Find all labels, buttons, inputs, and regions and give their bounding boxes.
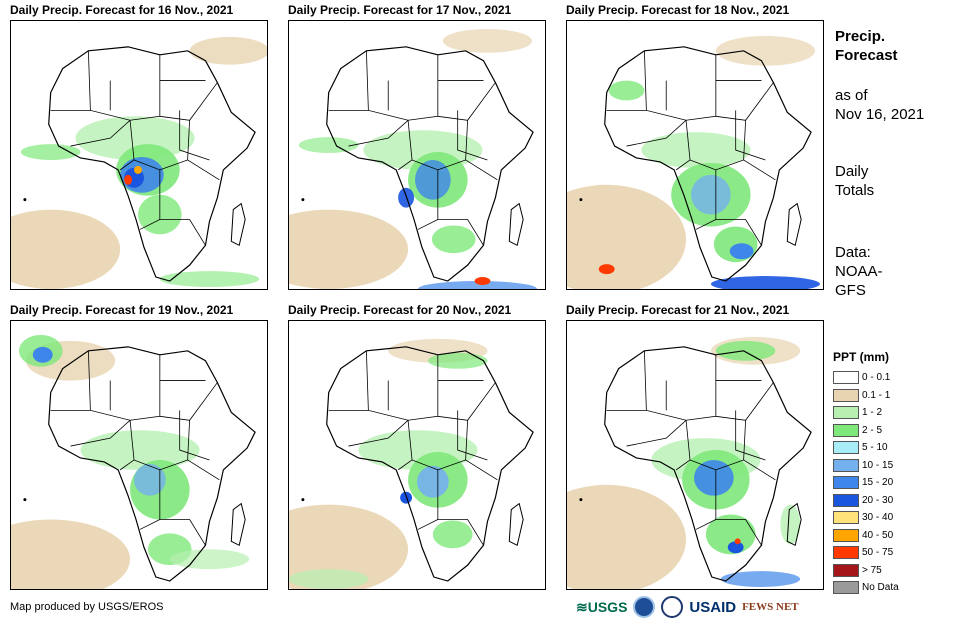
africa-precip-map <box>566 20 824 290</box>
legend-item: 15 - 20 <box>833 474 958 492</box>
legend-label: 15 - 20 <box>862 477 894 489</box>
usaid-logo: USAID <box>689 598 737 616</box>
legend-label: 0.1 - 1 <box>862 389 891 401</box>
daily-totals-label: Daily Totals <box>835 162 874 200</box>
panel-title: Daily Precip. Forecast for 21 Nov., 2021 <box>566 303 790 317</box>
legend-item: 1 - 2 <box>833 404 958 422</box>
map-credit: Map produced by USGS/EROS <box>10 601 164 613</box>
legend-swatch <box>833 441 859 455</box>
legend-swatch <box>833 388 859 402</box>
legend-label: 10 - 15 <box>862 459 894 471</box>
data-source-line: Data: <box>835 244 871 261</box>
legend-item: 10 - 15 <box>833 457 958 475</box>
as-of-date: as of Nov 16, 2021 <box>835 86 924 124</box>
legend-label: 50 - 75 <box>862 547 894 559</box>
africa-precip-map <box>10 20 268 290</box>
panel-title: Daily Precip. Forecast for 20 Nov., 2021 <box>288 303 512 317</box>
legend-swatch <box>833 546 859 560</box>
panel-title: Daily Precip. Forecast for 17 Nov., 2021 <box>288 3 512 17</box>
totals-line: Daily <box>835 163 869 180</box>
africa-precip-map <box>288 320 546 590</box>
fews-net-logo: FEWS NET <box>742 601 799 613</box>
as-of-label: as of <box>835 87 868 104</box>
africa-precip-map <box>288 20 546 290</box>
legend-label: 0 - 0.1 <box>862 372 891 384</box>
noaa-logo <box>633 596 656 618</box>
legend-label: > 75 <box>862 564 882 576</box>
agency-logos: ≋USGS USAID FEWS NET <box>576 594 799 620</box>
legend-item: 5 - 10 <box>833 439 958 457</box>
legend-item: No Data <box>833 579 958 597</box>
legend-item: 20 - 30 <box>833 492 958 510</box>
data-source-line: GFS <box>835 282 866 299</box>
seal-logo <box>661 596 684 618</box>
precip-legend: PPT (mm) 0 - 0.1 0.1 - 1 1 - 2 2 - 5 5 - 10 1… <box>833 350 958 597</box>
data-source-line: NOAA- <box>835 263 883 280</box>
sidebar-title: Precip. Forecast <box>835 27 898 65</box>
legend-label: 30 - 40 <box>862 512 894 524</box>
usgs-logo: ≋USGS <box>576 598 628 615</box>
legend-title: PPT (mm) <box>833 350 890 364</box>
africa-precip-map <box>566 320 824 590</box>
legend-swatch <box>833 528 859 542</box>
sidebar-title-line: Precip. <box>835 28 886 45</box>
legend-swatch <box>833 458 859 472</box>
legend-label: 5 - 10 <box>862 442 888 454</box>
panel-title: Daily Precip. Forecast for 19 Nov., 2021 <box>10 303 234 317</box>
legend-swatch <box>833 581 859 595</box>
legend-item: 30 - 40 <box>833 509 958 527</box>
africa-precip-map <box>10 320 268 590</box>
legend-label: 20 - 30 <box>862 494 894 506</box>
legend-label: 2 - 5 <box>862 424 883 436</box>
sidebar-title-line: Forecast <box>835 47 898 64</box>
panel-title: Daily Precip. Forecast for 16 Nov., 2021 <box>10 3 234 17</box>
panel-title: Daily Precip. Forecast for 18 Nov., 2021 <box>566 3 790 17</box>
legend-swatch <box>833 423 859 437</box>
data-source: Data: NOAA- GFS <box>835 243 883 300</box>
legend-item: 40 - 50 <box>833 527 958 545</box>
totals-line: Totals <box>835 182 875 199</box>
legend-label: No Data <box>862 582 899 594</box>
legend-swatch <box>833 406 859 420</box>
legend-swatch <box>833 511 859 525</box>
legend-label: 1 - 2 <box>862 407 883 419</box>
as-of-value: Nov 16, 2021 <box>835 106 925 123</box>
legend-item: 2 - 5 <box>833 422 958 440</box>
legend-label: 40 - 50 <box>862 529 894 541</box>
legend-item: 50 - 75 <box>833 544 958 562</box>
legend-swatch <box>833 563 859 577</box>
legend-swatch <box>833 476 859 490</box>
legend-item: > 75 <box>833 562 958 580</box>
legend-item: 0 - 0.1 <box>833 369 958 387</box>
legend-swatch <box>833 493 859 507</box>
legend-swatch <box>833 371 859 385</box>
legend-item: 0.1 - 1 <box>833 387 958 405</box>
